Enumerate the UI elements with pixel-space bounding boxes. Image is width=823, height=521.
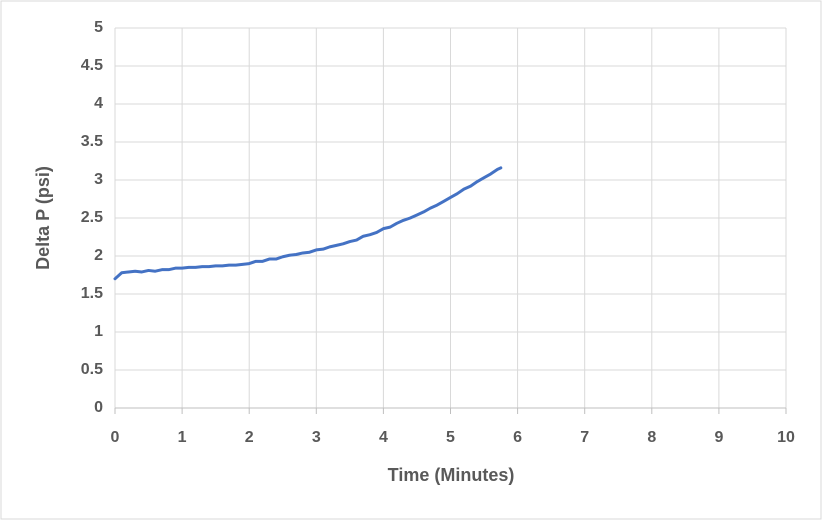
x-tick-label: 5 [446, 429, 455, 446]
x-tick-label: 1 [178, 429, 187, 446]
y-tick-label: 3.5 [81, 133, 103, 150]
x-tick-label: 4 [379, 429, 388, 446]
y-tick-label: 2 [94, 247, 103, 264]
x-tick-label: 10 [777, 429, 795, 446]
data-line [113, 166, 503, 281]
y-tick-label: 5 [94, 19, 103, 36]
y-tick-label: 0 [94, 399, 103, 416]
y-tick-label: 1.5 [81, 285, 103, 302]
y-tick-label: 1 [94, 323, 103, 340]
x-tick-label: 9 [714, 429, 723, 446]
x-tick-label: 7 [580, 429, 589, 446]
y-tick-label: 3 [94, 171, 103, 188]
x-tick-label: 6 [513, 429, 522, 446]
x-axis-label: Time (Minutes) [388, 465, 515, 485]
x-tick-label: 3 [312, 429, 321, 446]
x-tick-label: 8 [647, 429, 656, 446]
y-axis-label: Delta P (psi) [33, 166, 53, 270]
y-tick-label: 4 [94, 95, 103, 112]
y-tick-label: 2.5 [81, 209, 103, 226]
y-tick-label: 0.5 [81, 361, 103, 378]
y-tick-label: 4.5 [81, 57, 103, 74]
x-tick-label: 0 [111, 429, 120, 446]
x-tick-label: 2 [245, 429, 254, 446]
